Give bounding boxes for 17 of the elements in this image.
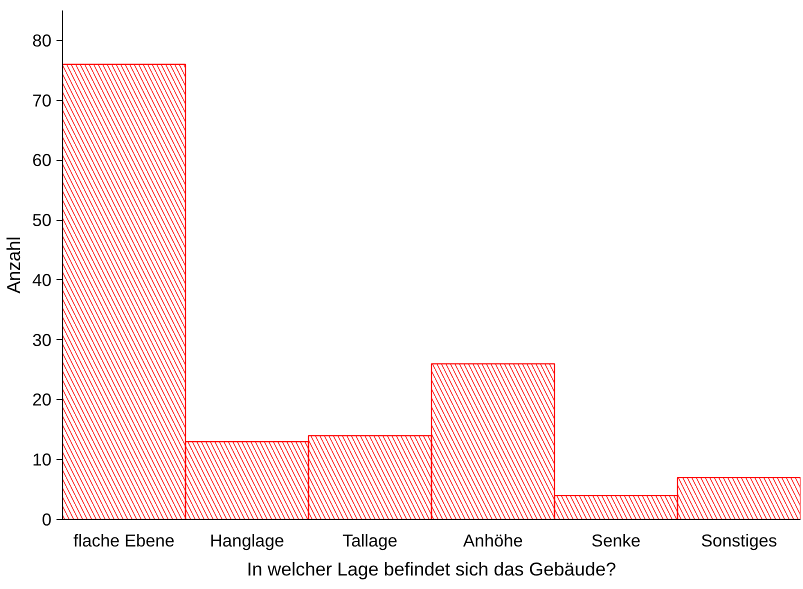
x-axis-title: In welcher Lage befindet sich das Gebäude? — [246, 558, 616, 580]
x-tick-label: Sonstiges — [700, 530, 778, 550]
y-tick-label: 40 — [32, 270, 52, 290]
y-tick-label: 0 — [42, 510, 52, 530]
x-tick-label: Hanglage — [210, 530, 284, 550]
y-tick-label: 80 — [32, 30, 52, 50]
y-tick-label: 20 — [32, 390, 52, 410]
x-tick-label: Anhöhe — [463, 530, 523, 550]
y-tick-label: 60 — [32, 150, 52, 170]
x-tick-label: flache Ebene — [73, 530, 175, 550]
y-axis-title: Anzahl — [3, 236, 24, 294]
x-tick-label: Senke — [591, 530, 641, 550]
y-tick-label: 30 — [32, 330, 52, 350]
x-tick-label: Tallage — [342, 530, 398, 550]
y-tick-label: 50 — [32, 210, 52, 230]
y-tick-label: 10 — [32, 450, 52, 470]
y-tick-label: 70 — [32, 90, 52, 110]
